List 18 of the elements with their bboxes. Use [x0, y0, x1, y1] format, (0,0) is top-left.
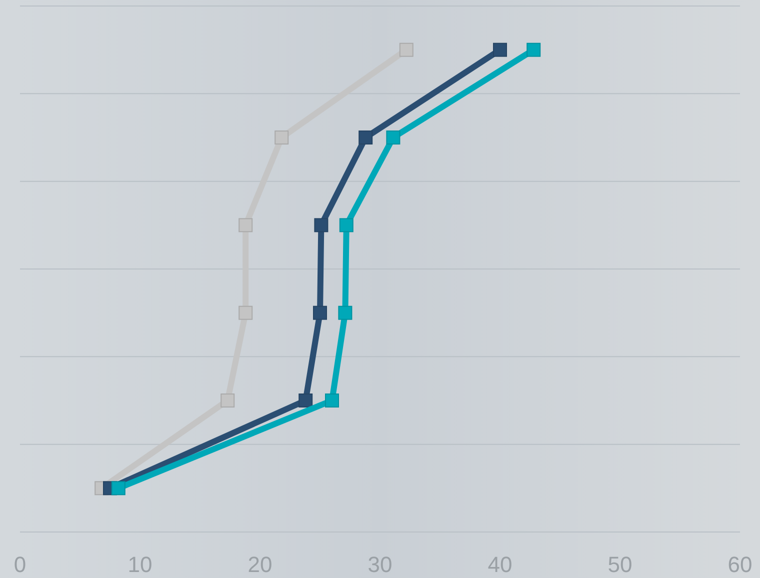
point: [358, 130, 373, 144]
point: [274, 130, 289, 144]
point: [298, 394, 313, 408]
point: [238, 218, 253, 232]
point: [338, 306, 352, 320]
point: [399, 42, 414, 57]
x-tick-label: 0: [14, 552, 26, 577]
point: [314, 218, 328, 232]
point: [386, 130, 400, 144]
point: [220, 394, 235, 408]
point: [111, 481, 126, 496]
point: [325, 394, 339, 408]
point: [526, 42, 541, 57]
point: [339, 218, 354, 232]
point: [493, 42, 507, 57]
point: [313, 306, 327, 320]
x-tick-label: 60: [728, 552, 752, 577]
point: [238, 306, 253, 320]
